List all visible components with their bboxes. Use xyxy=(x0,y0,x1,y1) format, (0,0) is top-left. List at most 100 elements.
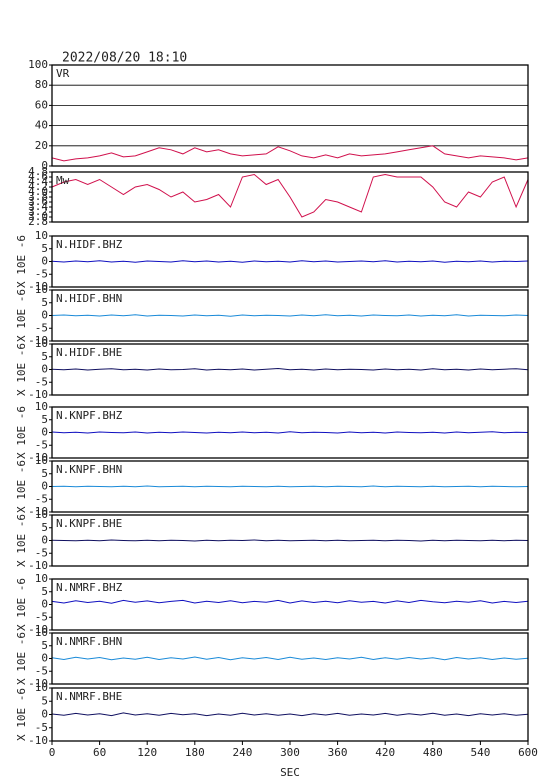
y-tick-label: 10 xyxy=(35,572,48,585)
x-tick-label: 480 xyxy=(423,746,443,759)
y-tick-label: 0 xyxy=(41,426,48,439)
panel-frame xyxy=(51,235,529,288)
y-tick-label: -5 xyxy=(35,321,48,334)
y-tick-label: 2.8 xyxy=(28,215,48,228)
panel-title: N.KNPF.BHE xyxy=(56,517,122,530)
x-tick-label: 360 xyxy=(328,746,348,759)
panel-frame xyxy=(51,406,529,459)
trace xyxy=(51,314,529,317)
trace xyxy=(51,599,529,604)
chart-title: 2022/08/20 18:10 xyxy=(62,51,187,66)
y-tick-label: 4.4 xyxy=(28,175,48,188)
y-tick-label: 0 xyxy=(41,159,48,172)
y-tick-label: 4.2 xyxy=(28,180,48,193)
y-tick-label: 5 xyxy=(41,694,48,707)
y-tick-label: 5 xyxy=(41,242,48,255)
y-tick-label: 5 xyxy=(41,467,48,480)
y-tick-label: 0 xyxy=(41,652,48,665)
panel-frame xyxy=(51,632,529,685)
trace xyxy=(51,145,529,162)
y-axis-label: X 10E -6 xyxy=(15,632,28,685)
panel-title: N.HIDF.BHZ xyxy=(56,238,123,251)
y-tick-label: -10 xyxy=(28,334,48,347)
y-tick-label: 0 xyxy=(41,255,48,268)
y-tick-label: 3.4 xyxy=(28,200,48,213)
trace xyxy=(51,173,529,218)
trace xyxy=(51,485,529,488)
y-tick-label: 10 xyxy=(35,626,48,639)
y-tick-label: -5 xyxy=(35,438,48,451)
y-tick-label: -10 xyxy=(28,451,48,464)
y-tick-label: 0 xyxy=(41,309,48,322)
trace xyxy=(51,712,529,717)
y-tick-label: 5 xyxy=(41,639,48,652)
y-tick-label: -10 xyxy=(28,559,48,572)
y-axis-label: X 10E -6 xyxy=(15,343,28,396)
y-tick-label: -10 xyxy=(28,677,48,690)
x-tick-label: 300 xyxy=(280,746,300,759)
panel-frame xyxy=(51,289,529,342)
y-tick-label: -10 xyxy=(28,388,48,401)
panel-title: N.KNPF.BHZ xyxy=(56,409,123,422)
y-tick-label: 0 xyxy=(41,534,48,547)
y-tick-label: 4.0 xyxy=(28,185,48,198)
trace xyxy=(51,539,529,542)
y-tick-label: 5 xyxy=(41,350,48,363)
y-tick-label: -10 xyxy=(28,734,48,747)
y-tick-label: -10 xyxy=(28,280,48,293)
y-tick-label: 80 xyxy=(35,78,48,91)
x-tick-label: 240 xyxy=(232,746,252,759)
x-tick-label: 420 xyxy=(375,746,395,759)
y-axis-label: X 10E -6 xyxy=(15,514,28,567)
x-tick-label: 0 xyxy=(49,746,56,759)
panel-title: VR xyxy=(56,67,70,80)
panel-frame xyxy=(51,171,529,223)
panel-frame xyxy=(51,460,529,513)
y-tick-label: -5 xyxy=(35,267,48,280)
x-axis-label: SEC xyxy=(280,766,300,779)
panel-frame xyxy=(51,64,529,167)
y-axis-label: X 10E -6 xyxy=(15,289,28,342)
y-tick-label: 3.0 xyxy=(28,210,48,223)
y-axis-label: X 10E -6 xyxy=(15,460,28,513)
trace xyxy=(51,656,529,661)
y-tick-label: 5 xyxy=(41,585,48,598)
y-axis-label: X 10E -6 xyxy=(15,235,28,288)
y-tick-label: 20 xyxy=(35,139,48,152)
y-tick-label: 5 xyxy=(41,521,48,534)
y-tick-label: 10 xyxy=(35,508,48,521)
x-tick-label: 600 xyxy=(518,746,538,759)
y-tick-label: 3.2 xyxy=(28,205,48,218)
trace xyxy=(51,431,529,434)
y-tick-label: 3.6 xyxy=(28,195,48,208)
y-tick-label: 100 xyxy=(28,58,48,71)
x-tick-label: 180 xyxy=(185,746,205,759)
y-tick-label: 0 xyxy=(41,708,48,721)
y-tick-label: 10 xyxy=(35,229,48,242)
y-tick-label: -5 xyxy=(35,546,48,559)
y-tick-label: 10 xyxy=(35,681,48,694)
y-tick-label: 4.8 xyxy=(28,165,48,178)
y-tick-label: 10 xyxy=(35,400,48,413)
panel-title: N.HIDF.BHE xyxy=(56,346,122,359)
trace xyxy=(51,367,529,371)
y-tick-label: -10 xyxy=(28,505,48,518)
y-tick-label: -5 xyxy=(35,664,48,677)
y-tick-label: -5 xyxy=(35,492,48,505)
y-tick-label: 10 xyxy=(35,337,48,350)
x-tick-label: 60 xyxy=(93,746,106,759)
y-tick-label: 60 xyxy=(35,98,48,111)
panel-title: N.NMRF.BHN xyxy=(56,635,122,648)
y-tick-label: 3.8 xyxy=(28,190,48,203)
y-axis-label: X 10E -6 xyxy=(15,406,28,459)
y-tick-label: 0 xyxy=(41,598,48,611)
x-tick-label: 120 xyxy=(137,746,157,759)
y-axis-label: X 10E -6 xyxy=(15,578,28,631)
y-axis-label: X 10E -6 xyxy=(15,688,28,741)
y-tick-label: 4.6 xyxy=(28,170,48,183)
y-tick-label: 10 xyxy=(35,454,48,467)
y-tick-label: 0 xyxy=(41,363,48,376)
y-tick-label: 5 xyxy=(41,296,48,309)
panel-title: N.HIDF.BHN xyxy=(56,292,122,305)
